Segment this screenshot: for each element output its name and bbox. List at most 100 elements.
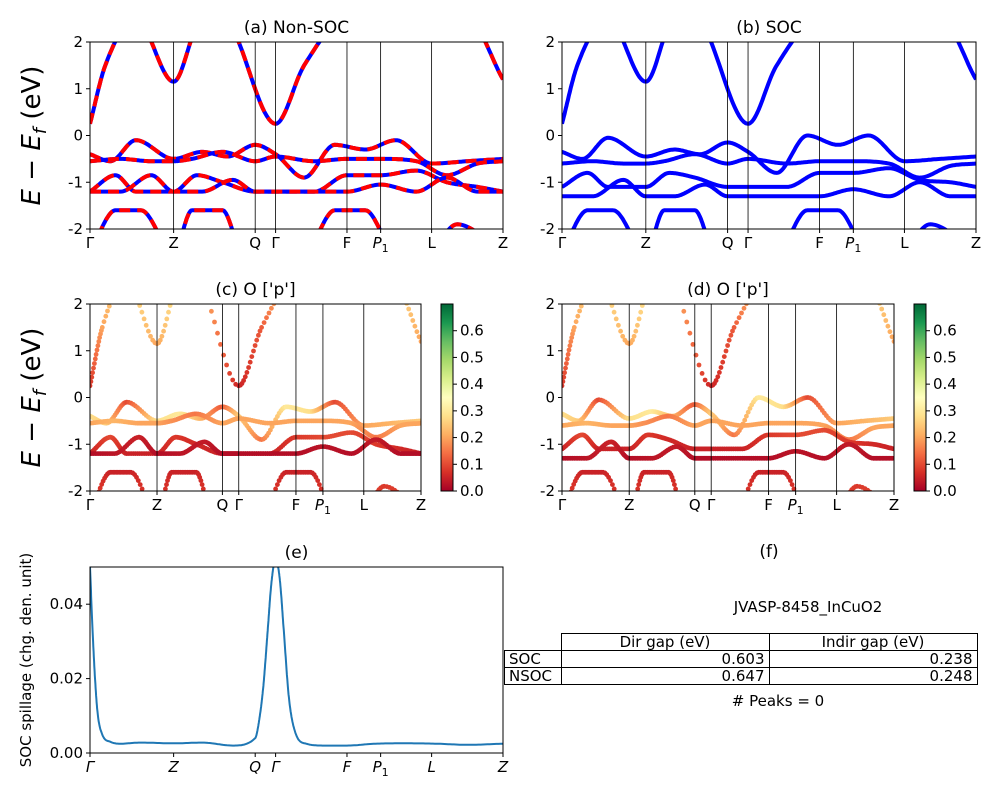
band-point	[680, 510, 685, 515]
band-point	[672, 284, 677, 289]
band-point	[873, 494, 878, 499]
band-point	[206, 299, 211, 304]
panel-title: (c) O ['p']	[215, 280, 295, 300]
band-point	[605, 291, 610, 296]
band-point	[249, 354, 255, 359]
band-point	[307, 278, 312, 283]
band-point	[380, 278, 385, 283]
axes-frame	[561, 303, 895, 492]
band-point	[742, 495, 747, 500]
band-point	[145, 500, 150, 505]
row-label: NSOC	[504, 667, 562, 685]
gap-table: Dir gap (eV) Indir gap (eV) SOC 0.603 0.…	[504, 633, 978, 685]
band-point	[146, 328, 151, 334]
band-point	[197, 280, 202, 285]
band-point	[772, 278, 777, 283]
band-point	[784, 278, 789, 283]
band-point	[690, 342, 696, 347]
band-point	[609, 304, 615, 308]
x-tick-label: Z	[168, 234, 178, 252]
y-tick-label: 0	[73, 389, 83, 407]
band-point	[178, 278, 183, 283]
band-point	[323, 278, 328, 283]
band-point	[566, 498, 571, 503]
band-point	[200, 284, 205, 289]
band-point	[802, 278, 807, 283]
band-point	[732, 512, 737, 517]
band-point	[212, 319, 217, 325]
band-point	[269, 305, 274, 311]
band-point	[648, 279, 653, 284]
band-point	[366, 278, 371, 283]
band-point	[171, 291, 176, 296]
band-point	[361, 278, 366, 283]
band-point	[91, 365, 96, 371]
band-point	[817, 278, 822, 283]
band-point	[164, 482, 169, 487]
band-point	[563, 365, 568, 371]
x-tick-label: Z	[624, 496, 634, 514]
band-point	[725, 343, 730, 348]
band-point	[297, 278, 302, 283]
band-point	[684, 319, 690, 325]
band-point	[258, 512, 263, 517]
band-point	[119, 281, 124, 286]
band-point	[187, 278, 192, 283]
y-tick-label: 2	[73, 295, 83, 313]
band-point	[838, 278, 843, 283]
band-point	[133, 291, 138, 296]
band-point	[735, 510, 740, 515]
band-point	[597, 278, 602, 283]
band-point	[823, 278, 828, 283]
band-point	[853, 278, 858, 283]
band-point	[807, 512, 812, 517]
band-point	[112, 291, 117, 296]
band-point	[861, 278, 866, 283]
band-point	[676, 495, 681, 500]
band-point	[825, 278, 830, 283]
band-point	[378, 278, 383, 283]
band-point	[90, 383, 93, 389]
band-point	[863, 278, 868, 283]
y-tick-label: 0	[545, 389, 555, 407]
band-point	[820, 512, 825, 517]
band-point	[126, 279, 131, 284]
band-point	[408, 502, 413, 507]
band-point	[701, 512, 706, 517]
band-point	[867, 281, 872, 286]
band-point	[412, 323, 418, 329]
band-point	[332, 278, 337, 283]
band-point	[887, 329, 893, 335]
band-point	[825, 512, 830, 517]
band-point	[665, 278, 670, 283]
panel-title: (a) Non-SOC	[244, 18, 349, 38]
band-point	[390, 278, 395, 283]
band-point	[254, 512, 259, 517]
band-point	[578, 304, 584, 309]
band-line	[571, 208, 949, 229]
band-point	[123, 279, 128, 284]
dir-gap-value: 0.647	[560, 667, 770, 685]
axes-frame	[89, 41, 504, 230]
band-point	[162, 322, 168, 328]
band-point	[564, 356, 570, 362]
band-point	[403, 497, 408, 502]
band-point	[248, 512, 253, 517]
band-point	[791, 486, 797, 491]
band-point	[106, 304, 112, 309]
band-point	[675, 291, 680, 296]
band-point	[780, 278, 785, 283]
band-point	[566, 347, 572, 353]
band-point	[573, 319, 579, 325]
band-point	[741, 305, 747, 311]
band-point	[745, 409, 751, 415]
band-point	[342, 512, 347, 517]
band-point	[599, 279, 604, 284]
y-tick-label: -1	[540, 435, 555, 453]
band-point	[398, 492, 403, 497]
band-point	[398, 287, 403, 292]
y-axis-label: E − Ef (eV)	[17, 328, 51, 468]
band-point	[394, 281, 399, 286]
band-point	[143, 495, 148, 500]
